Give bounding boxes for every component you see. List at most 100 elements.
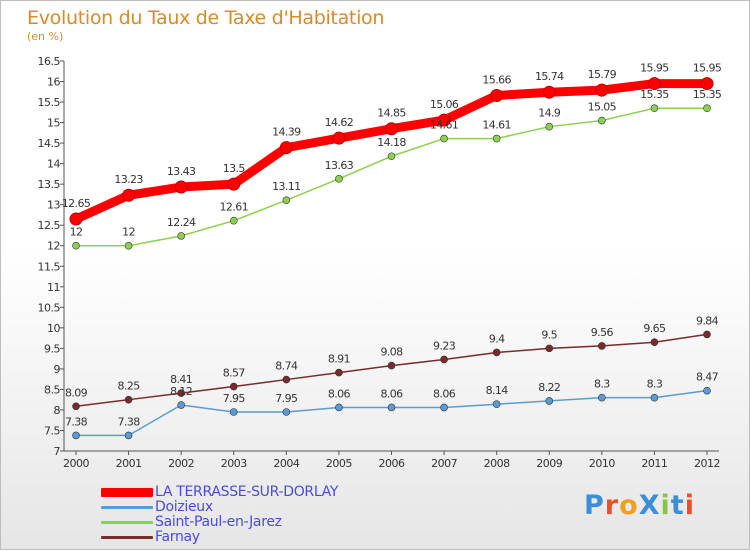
- data-point: [335, 403, 343, 412]
- y-tick-label: 8: [54, 404, 61, 417]
- x-tick-label: 2010: [589, 457, 615, 470]
- data-label: 8.06: [380, 387, 403, 400]
- y-tick-label: 12: [47, 240, 60, 253]
- data-label: 15.35: [693, 88, 722, 101]
- x-tick-label: 2006: [379, 457, 405, 470]
- data-label: 12.61: [220, 201, 249, 214]
- legend-label: Doizieux: [155, 499, 213, 515]
- data-label: 7.95: [275, 392, 298, 405]
- data-label: 8.47: [696, 371, 719, 384]
- y-tick-label: 9: [54, 363, 61, 376]
- legend-swatch: [101, 536, 153, 539]
- chart-subtitle: (en %): [27, 30, 64, 43]
- y-tick-label: 8.5: [44, 383, 60, 396]
- data-point: [387, 152, 396, 161]
- data-point: [650, 104, 659, 113]
- data-label: 15.95: [640, 62, 669, 75]
- data-label: 8.22: [538, 381, 560, 394]
- legend-swatch: [101, 488, 153, 497]
- data-label: 9.23: [433, 339, 456, 352]
- data-label: 15.74: [535, 70, 564, 83]
- x-tick-label: 2011: [641, 457, 667, 470]
- proxiti-logo: ProXiti: [584, 490, 695, 521]
- data-label: 14.62: [325, 116, 354, 129]
- data-point: [282, 196, 291, 204]
- data-label: 14.18: [377, 136, 406, 149]
- data-label: 9.65: [643, 322, 666, 335]
- data-point: [177, 389, 185, 397]
- data-point: [542, 85, 556, 99]
- data-label: 15.79: [588, 68, 617, 81]
- data-label: 14.61: [482, 119, 511, 132]
- data-point: [332, 131, 346, 145]
- x-tick-label: 2007: [431, 457, 457, 470]
- y-tick-label: 11.5: [38, 260, 61, 273]
- data-label: 14.85: [377, 107, 406, 120]
- data-label: 8.3: [594, 378, 610, 391]
- data-point: [595, 83, 609, 97]
- data-point: [598, 342, 606, 350]
- data-point: [124, 431, 133, 440]
- data-point: [72, 431, 80, 440]
- data-label: 15.05: [588, 101, 617, 114]
- data-point: [69, 212, 83, 226]
- data-label: 12: [70, 226, 83, 239]
- data-point: [490, 88, 504, 102]
- data-label: 9.84: [696, 314, 719, 327]
- x-tick-label: 2000: [63, 457, 89, 470]
- data-point: [72, 402, 80, 411]
- data-point: [703, 330, 711, 339]
- data-label: 9.56: [591, 326, 614, 339]
- data-label: 12: [122, 226, 135, 239]
- data-label: 8.25: [118, 380, 141, 393]
- data-point: [650, 393, 659, 402]
- legend-label: Farnay: [155, 529, 200, 545]
- data-label: 15.66: [482, 73, 511, 86]
- data-point: [385, 122, 398, 136]
- data-point: [282, 375, 291, 384]
- y-tick-label: 15: [47, 117, 60, 130]
- data-point: [335, 368, 343, 377]
- data-label: 7.38: [118, 415, 141, 428]
- data-point: [387, 403, 396, 412]
- data-point: [387, 361, 396, 370]
- data-label: 13.23: [114, 173, 143, 186]
- data-point: [598, 393, 606, 402]
- data-label: 8.06: [433, 387, 456, 400]
- data-label: 14.39: [272, 126, 301, 139]
- data-point: [492, 400, 501, 409]
- y-tick-label: 10: [47, 322, 60, 335]
- data-label: 7.38: [65, 415, 88, 428]
- data-label: 9.4: [489, 332, 505, 345]
- data-point: [124, 241, 133, 250]
- y-tick-label: 9.5: [44, 342, 60, 355]
- y-tick-label: 13.5: [38, 178, 61, 191]
- data-label: 13.5: [223, 162, 246, 175]
- data-point: [72, 241, 80, 250]
- data-point: [650, 338, 659, 347]
- data-label: 8.57: [223, 367, 246, 380]
- data-point: [545, 397, 554, 405]
- data-point: [440, 134, 448, 143]
- legend-swatch: [101, 521, 153, 524]
- data-label: 15.35: [640, 88, 669, 101]
- data-label: 15.06: [430, 98, 459, 111]
- y-tick-label: 14.5: [38, 137, 61, 150]
- data-point: [229, 382, 238, 391]
- data-label: 8.3: [647, 378, 663, 391]
- data-point: [440, 403, 448, 412]
- legend-label: Saint-Paul-en-Jarez: [155, 514, 282, 530]
- x-tick-label: 2008: [484, 457, 510, 470]
- data-point: [279, 141, 293, 155]
- data-point: [229, 216, 238, 225]
- data-label: 8.12: [170, 385, 192, 398]
- data-label: 15.95: [693, 62, 722, 75]
- data-point: [492, 134, 501, 143]
- data-point: [545, 122, 554, 131]
- y-tick-label: 15.5: [38, 96, 61, 109]
- data-point: [177, 232, 185, 240]
- x-tick-label: 2001: [116, 457, 142, 470]
- data-label: 8.06: [328, 387, 351, 400]
